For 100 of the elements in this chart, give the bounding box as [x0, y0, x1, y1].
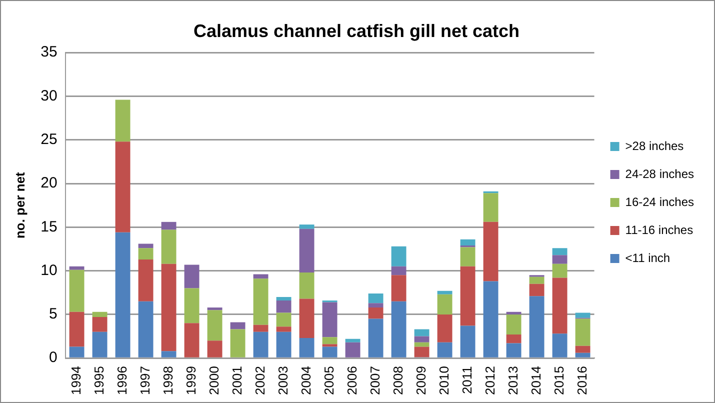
bar [414, 329, 430, 336]
bar [138, 248, 154, 260]
bar [552, 278, 568, 334]
x-tick-label: 2009 [413, 366, 428, 395]
y-tick-label: 25 [40, 131, 58, 148]
bar [552, 255, 568, 264]
y-tick-label: 5 [48, 306, 58, 323]
bar [253, 332, 268, 358]
bar [276, 332, 292, 358]
x-tick-label: 2013 [505, 366, 520, 395]
bar [368, 318, 384, 358]
bar [161, 222, 176, 230]
y-tick-label: 15 [40, 218, 58, 236]
x-tick-label: 2012 [482, 366, 498, 395]
bar [575, 318, 590, 346]
bar [69, 346, 84, 358]
y-tick-label: 35 [40, 44, 58, 61]
bar [575, 352, 590, 358]
bar [483, 281, 498, 358]
legend-label: >28 inches [625, 138, 684, 153]
bar [253, 324, 268, 332]
bar [322, 346, 338, 358]
bar [69, 312, 84, 347]
bar [575, 346, 590, 353]
bar [184, 264, 200, 288]
bar [437, 290, 452, 294]
bar [230, 322, 246, 330]
x-tick-label: 1995 [91, 366, 106, 395]
bar [552, 248, 568, 256]
bar [184, 323, 200, 358]
bar [529, 296, 544, 358]
bar [161, 264, 176, 352]
bar [506, 334, 522, 344]
bar [92, 332, 108, 358]
x-tick-label: 2002 [252, 366, 268, 395]
y-tick-label: 10 [40, 262, 58, 279]
bar [460, 266, 476, 326]
bar [345, 342, 360, 358]
bar [207, 307, 222, 310]
bar [161, 230, 176, 264]
bar [207, 340, 222, 358]
bar [276, 300, 292, 313]
bar [506, 312, 522, 314]
bar [506, 343, 522, 358]
x-tick-label: 2008 [390, 366, 406, 395]
bar [69, 266, 84, 270]
bar [299, 228, 314, 273]
bar [391, 246, 406, 266]
legend-label: 24-28 inches [625, 166, 694, 181]
x-tick-label: 2010 [436, 366, 452, 395]
x-tick-label: 2007 [367, 366, 382, 395]
legend-label: 11-16 inches [625, 222, 694, 237]
bar [276, 326, 292, 332]
chart-title: Calamus channel catfish gill net catch [193, 20, 520, 41]
bar [253, 278, 268, 325]
y-axis-title: no. per net [12, 171, 28, 239]
bar [322, 344, 338, 347]
x-tick-label: 2006 [344, 366, 360, 395]
x-tick-label: 2000 [206, 366, 222, 395]
bar [276, 296, 292, 300]
bar [391, 266, 406, 276]
bar [138, 301, 154, 358]
bar [437, 314, 452, 342]
bar [299, 338, 314, 358]
bar [115, 142, 130, 232]
x-tick-label: 2005 [321, 366, 336, 395]
bar [299, 224, 314, 229]
x-tick-label: 1996 [114, 366, 130, 395]
bar [184, 288, 200, 324]
x-tick-label: 2003 [275, 366, 290, 395]
bar [138, 244, 154, 248]
bar [207, 310, 222, 341]
bar [414, 342, 430, 347]
x-tick-label: 1998 [160, 366, 176, 395]
x-tick-label: 2001 [229, 366, 244, 395]
bar [552, 334, 568, 358]
bar [483, 193, 498, 222]
x-tick-label: 1997 [137, 366, 152, 395]
bar [506, 314, 522, 335]
bar [575, 312, 590, 318]
bar [299, 272, 314, 299]
x-tick-label: 2014 [528, 366, 544, 395]
bar [161, 351, 176, 358]
bar [253, 274, 268, 279]
bar [460, 326, 476, 358]
bar [92, 312, 108, 318]
x-tick-label: 2004 [298, 366, 314, 395]
bar [138, 259, 154, 302]
bar [368, 293, 384, 304]
bar [552, 264, 568, 278]
bar [230, 329, 246, 358]
bar [92, 317, 108, 332]
bar [69, 270, 84, 312]
bar [368, 307, 384, 319]
legend-label: <11 inch [625, 250, 670, 265]
bar [345, 338, 360, 342]
bar [529, 276, 544, 284]
bar [368, 303, 384, 308]
bar [483, 222, 498, 282]
bar [276, 312, 292, 327]
